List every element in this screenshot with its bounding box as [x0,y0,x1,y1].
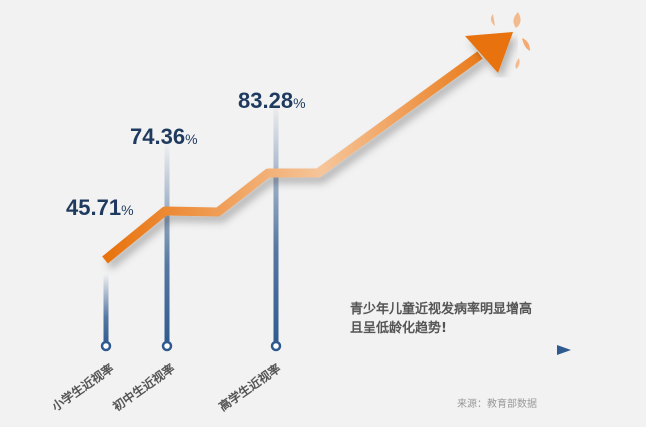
bar-1 [103,273,109,346]
bar-3 [273,100,279,346]
annotation-line-1: 青少年儿童近视发病率明显增高 [350,302,533,317]
annotation: 青少年儿童近视发病率明显增高 且呈低龄化趋势! [350,300,532,338]
bar-marker-2 [161,340,173,352]
value-label-3: 83.28% [238,88,306,113]
x-axis-arrow-icon [557,345,571,355]
value-label-2: 74.36% [130,124,198,149]
value-label-1: 45.71% [66,195,134,220]
trend-arrowhead-icon [465,32,513,73]
source-note: 来源：教育部数据 [457,399,537,410]
trend-line [102,51,483,264]
bar-marker-3 [270,340,282,352]
bar-marker-1 [100,340,112,352]
bar-2 [164,141,170,346]
annotation-line-2: 且呈低龄化趋势! [350,321,447,336]
sparkle-icon [490,12,530,69]
